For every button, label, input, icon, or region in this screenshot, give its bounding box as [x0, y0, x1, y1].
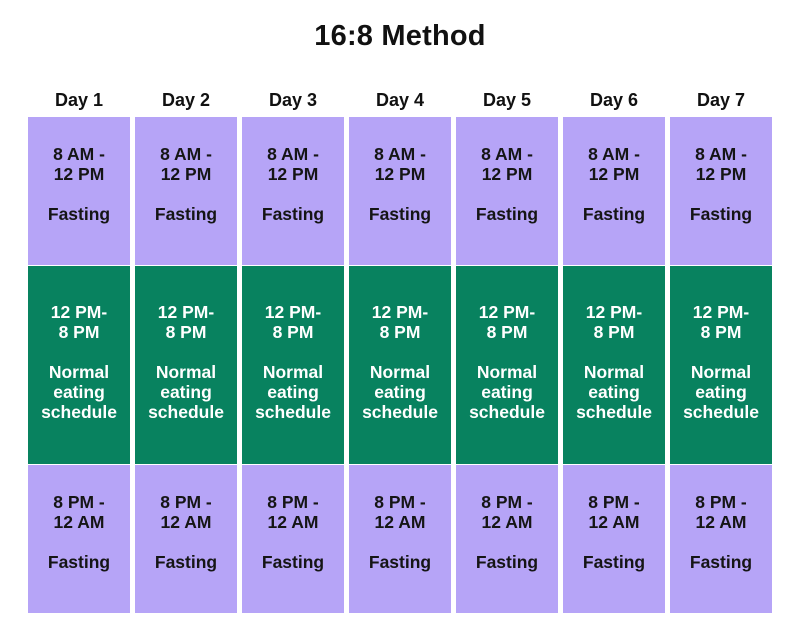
day-label: Day 2: [161, 90, 211, 110]
time-range: 8 AM - 12 PM: [160, 144, 212, 184]
fasting-block-morning: 8 AM - 12 PM Fasting: [349, 117, 451, 265]
day-label: Day 1: [54, 90, 104, 110]
time-range: 12 PM- 8 PM: [585, 302, 643, 342]
day-label: Day 4: [375, 90, 425, 110]
eating-block: 12 PM- 8 PM Normal eating schedule: [135, 266, 237, 464]
day-column-1: Day 1 8 AM - 12 PM Fasting 12 PM- 8 PM N…: [28, 84, 130, 613]
block-label: Fasting: [689, 552, 753, 572]
block-label: Fasting: [582, 204, 646, 224]
day-column-4: Day 4 8 AM - 12 PM Fasting 12 PM- 8 PM N…: [349, 84, 451, 613]
time-range: 8 AM - 12 PM: [53, 144, 105, 184]
time-range: 12 PM- 8 PM: [157, 302, 215, 342]
block-label: Fasting: [261, 552, 325, 572]
fasting-block-night: 8 PM - 12 AM Fasting: [349, 465, 451, 613]
block-label: Normal eating schedule: [41, 362, 117, 422]
page-title: 16:8 Method: [314, 20, 486, 52]
day-label: Day 3: [268, 90, 318, 110]
time-range: 8 AM - 12 PM: [481, 144, 533, 184]
time-range: 8 PM - 12 AM: [695, 492, 747, 532]
block-label: Fasting: [261, 204, 325, 224]
block-label: Fasting: [689, 204, 753, 224]
fasting-block-night: 8 PM - 12 AM Fasting: [28, 465, 130, 613]
time-range: 8 AM - 12 PM: [374, 144, 426, 184]
day-label: Day 6: [589, 90, 639, 110]
eating-block: 12 PM- 8 PM Normal eating schedule: [242, 266, 344, 464]
time-range: 8 PM - 12 AM: [588, 492, 640, 532]
block-label: Fasting: [475, 204, 539, 224]
day-column-5: Day 5 8 AM - 12 PM Fasting 12 PM- 8 PM N…: [456, 84, 558, 613]
fasting-block-morning: 8 AM - 12 PM Fasting: [563, 117, 665, 265]
time-range: 8 AM - 12 PM: [588, 144, 640, 184]
block-label: Fasting: [582, 552, 646, 572]
block-label: Fasting: [475, 552, 539, 572]
time-range: 12 PM- 8 PM: [478, 302, 536, 342]
fasting-block-morning: 8 AM - 12 PM Fasting: [242, 117, 344, 265]
time-range: 8 AM - 12 PM: [695, 144, 747, 184]
day-column-3: Day 3 8 AM - 12 PM Fasting 12 PM- 8 PM N…: [242, 84, 344, 613]
time-range: 8 PM - 12 AM: [481, 492, 533, 532]
time-range: 12 PM- 8 PM: [692, 302, 750, 342]
fasting-block-morning: 8 AM - 12 PM Fasting: [135, 117, 237, 265]
day-column-6: Day 6 8 AM - 12 PM Fasting 12 PM- 8 PM N…: [563, 84, 665, 613]
fasting-block-morning: 8 AM - 12 PM Fasting: [670, 117, 772, 265]
time-range: 8 PM - 12 AM: [267, 492, 319, 532]
fasting-block-night: 8 PM - 12 AM Fasting: [242, 465, 344, 613]
fasting-block-morning: 8 AM - 12 PM Fasting: [28, 117, 130, 265]
block-label: Fasting: [154, 552, 218, 572]
day-column-2: Day 2 8 AM - 12 PM Fasting 12 PM- 8 PM N…: [135, 84, 237, 613]
day-label: Day 7: [696, 90, 746, 110]
eating-block: 12 PM- 8 PM Normal eating schedule: [670, 266, 772, 464]
time-range: 12 PM- 8 PM: [50, 302, 108, 342]
block-label: Fasting: [154, 204, 218, 224]
day-label: Day 5: [482, 90, 532, 110]
block-label: Normal eating schedule: [576, 362, 652, 422]
time-range: 8 AM - 12 PM: [267, 144, 319, 184]
block-label: Normal eating schedule: [683, 362, 759, 422]
block-label: Fasting: [368, 204, 432, 224]
time-range: 12 PM- 8 PM: [371, 302, 429, 342]
fasting-block-night: 8 PM - 12 AM Fasting: [135, 465, 237, 613]
eating-block: 12 PM- 8 PM Normal eating schedule: [456, 266, 558, 464]
block-label: Fasting: [47, 204, 111, 224]
block-label: Normal eating schedule: [148, 362, 224, 422]
time-range: 8 PM - 12 AM: [374, 492, 426, 532]
block-label: Fasting: [47, 552, 111, 572]
eating-block: 12 PM- 8 PM Normal eating schedule: [28, 266, 130, 464]
block-label: Normal eating schedule: [469, 362, 545, 422]
fasting-block-night: 8 PM - 12 AM Fasting: [670, 465, 772, 613]
block-label: Normal eating schedule: [255, 362, 331, 422]
time-range: 8 PM - 12 AM: [53, 492, 105, 532]
time-range: 12 PM- 8 PM: [264, 302, 322, 342]
fasting-block-morning: 8 AM - 12 PM Fasting: [456, 117, 558, 265]
fasting-block-night: 8 PM - 12 AM Fasting: [563, 465, 665, 613]
eating-block: 12 PM- 8 PM Normal eating schedule: [349, 266, 451, 464]
block-label: Fasting: [368, 552, 432, 572]
eating-block: 12 PM- 8 PM Normal eating schedule: [563, 266, 665, 464]
time-range: 8 PM - 12 AM: [160, 492, 212, 532]
day-column-7: Day 7 8 AM - 12 PM Fasting 12 PM- 8 PM N…: [670, 84, 772, 613]
schedule-grid: Day 1 8 AM - 12 PM Fasting 12 PM- 8 PM N…: [28, 84, 772, 613]
fasting-block-night: 8 PM - 12 AM Fasting: [456, 465, 558, 613]
block-label: Normal eating schedule: [362, 362, 438, 422]
